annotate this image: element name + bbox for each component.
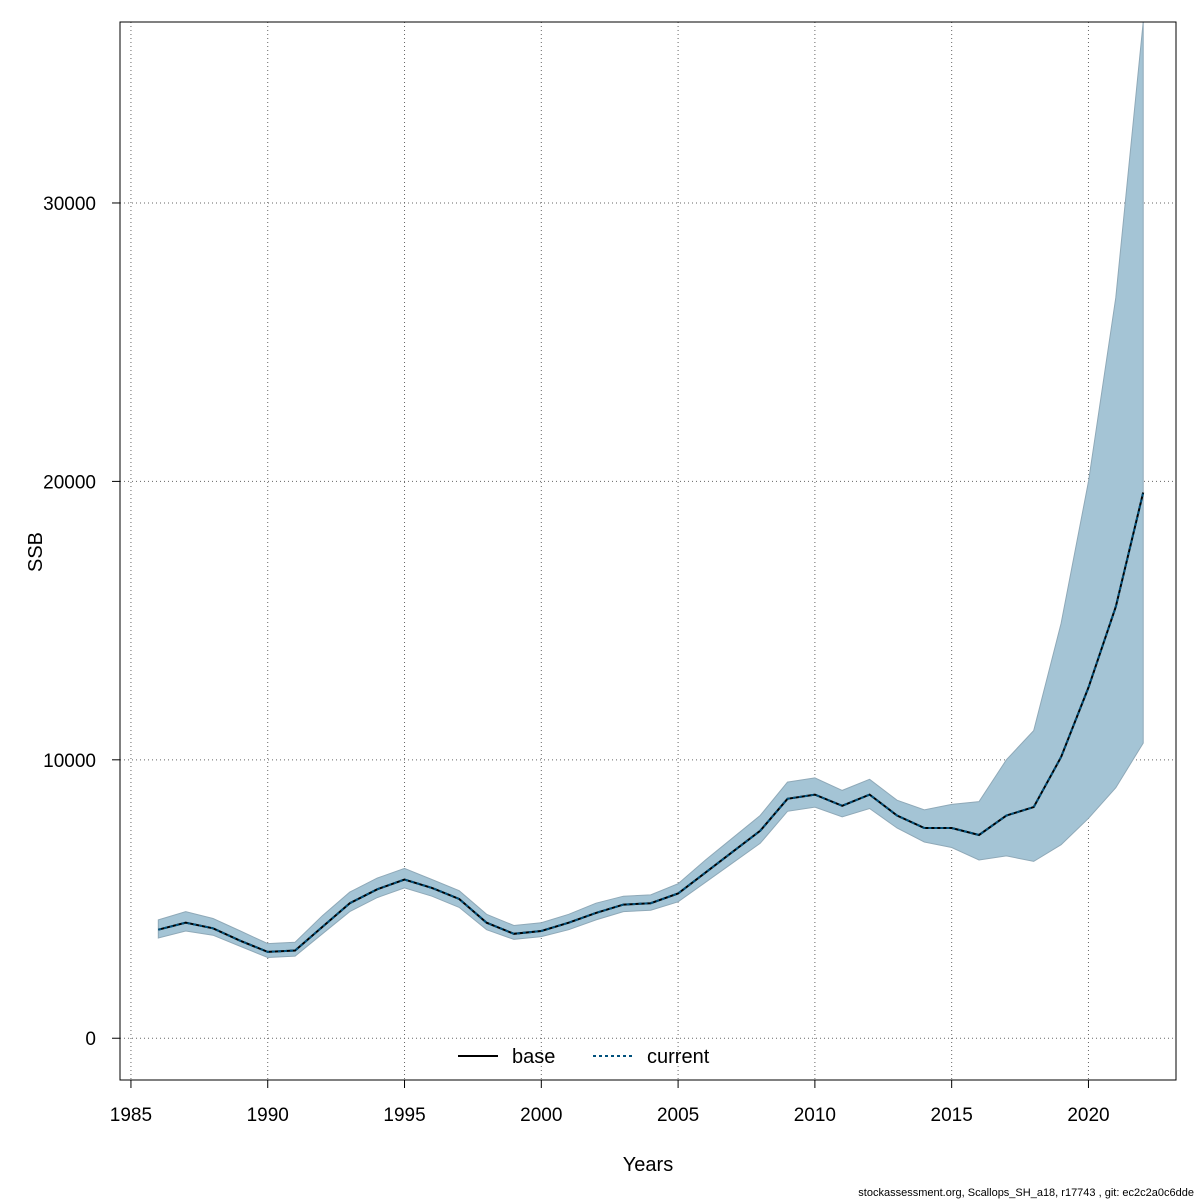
- legend-base-label: base: [512, 1046, 555, 1068]
- y-axis-title: SSB: [25, 532, 47, 572]
- x-tick-label-2000: 2000: [520, 1105, 562, 1126]
- x-tick-label-2010: 2010: [794, 1105, 836, 1126]
- x-tick-label-1990: 1990: [247, 1105, 289, 1126]
- confidence-band-layer: [157, 21, 1144, 959]
- x-tick-label-1995: 1995: [383, 1105, 425, 1126]
- series-line-current: [158, 492, 1145, 953]
- footer-note: stockassessment.org, Scallops_SH_a18, r1…: [858, 1187, 1194, 1199]
- y-tick-label-10000: 10000: [43, 751, 96, 772]
- legend: base current: [458, 1046, 710, 1068]
- y-tick-label-30000: 30000: [43, 194, 96, 215]
- series-layer: [158, 492, 1145, 953]
- confidence-band: [157, 21, 1144, 959]
- x-axis-title: Years: [623, 1154, 673, 1176]
- y-tick-label-20000: 20000: [43, 472, 96, 493]
- x-tick-label-2005: 2005: [657, 1105, 699, 1126]
- x-tick-label-1985: 1985: [110, 1105, 152, 1126]
- axes: 1985 1990 1995 2000 2005 2010 2015 2020 0 10000 20…: [43, 194, 1109, 1126]
- x-tick-label-2015: 2015: [931, 1105, 973, 1126]
- x-tick-label-2020: 2020: [1067, 1105, 1109, 1126]
- legend-current-label: current: [647, 1046, 710, 1068]
- y-tick-label-0: 0: [85, 1029, 96, 1050]
